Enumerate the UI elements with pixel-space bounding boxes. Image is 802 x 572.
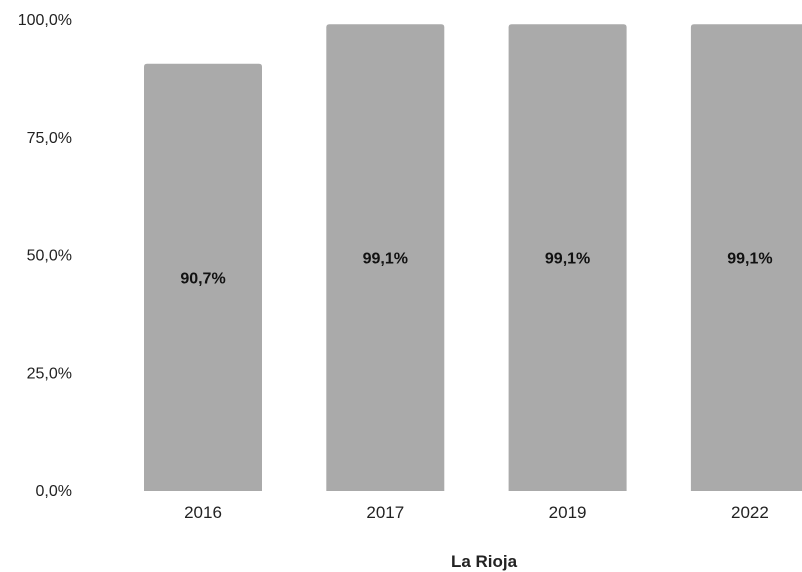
x-tick-label-2017: 2017: [366, 503, 404, 522]
bar-2022: [690, 24, 802, 491]
data-label-2022: 99,1%: [727, 251, 772, 268]
x-tick-label-2016: 2016: [184, 503, 222, 522]
bar-2017: [326, 24, 445, 491]
x-tick-label-2019: 2019: [549, 503, 587, 522]
x-axis: 2016 2017 2019 2022: [184, 503, 769, 522]
data-label-2019: 99,1%: [545, 251, 590, 268]
y-tick-label: 0,0%: [36, 483, 72, 500]
y-tick-label: 75,0%: [27, 130, 72, 147]
x-tick-label-2022: 2022: [731, 503, 769, 522]
bars-group: [144, 24, 802, 491]
y-tick-label: 50,0%: [27, 248, 72, 265]
bar-2016: [144, 63, 262, 491]
y-axis: 0,0% 25,0% 50,0% 75,0% 100,0%: [18, 12, 72, 500]
bar-2019: [508, 24, 627, 491]
data-label-2017: 99,1%: [363, 251, 408, 268]
data-label-2016: 90,7%: [180, 270, 225, 287]
y-tick-label: 100,0%: [18, 12, 72, 29]
x-axis-title: La Rioja: [451, 552, 518, 571]
data-labels-group: 90,7% 99,1% 99,1% 99,1%: [180, 251, 772, 288]
y-tick-label: 25,0%: [27, 365, 72, 382]
